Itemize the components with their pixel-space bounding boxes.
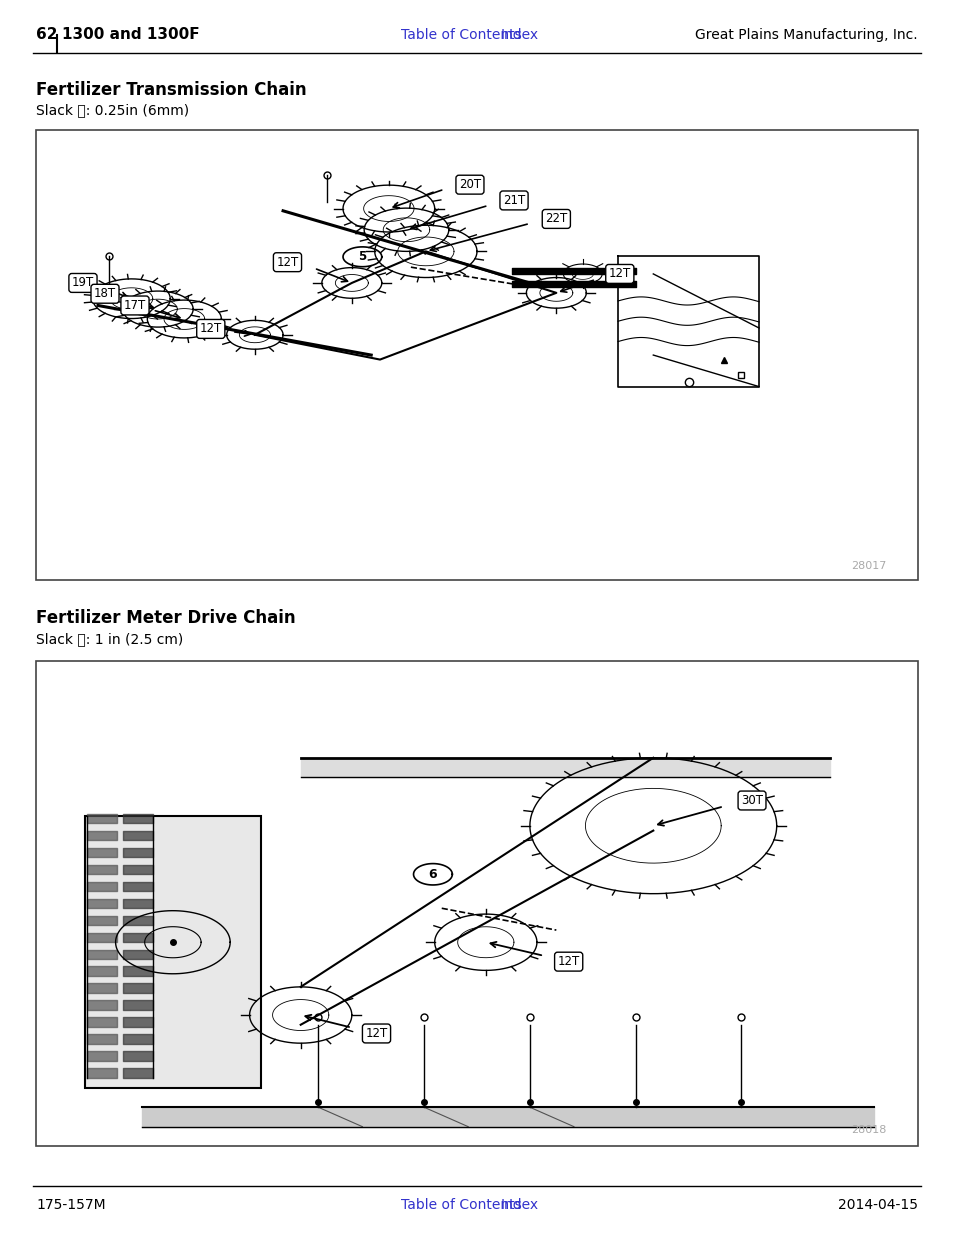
Text: 19T: 19T [71,277,94,289]
Bar [36,661,917,1146]
Text: Great Plains Manufacturing, Inc.: Great Plains Manufacturing, Inc. [695,28,917,42]
Text: 28018: 28018 [851,1125,886,1135]
Text: 17T: 17T [124,299,146,312]
Text: 28017: 28017 [851,561,886,571]
Bar [36,130,917,580]
Text: Index: Index [500,28,538,42]
Text: Fertilizer Transmission Chain: Fertilizer Transmission Chain [36,80,307,99]
Text: 12T: 12T [557,955,579,968]
Text: Table of Contents: Table of Contents [400,28,521,42]
Text: 1300 and 1300F: 1300 and 1300F [62,27,199,42]
Text: 30T: 30T [740,794,762,806]
Text: 20T: 20T [458,178,480,191]
Text: Index: Index [500,1198,538,1212]
Text: 62: 62 [36,27,58,42]
Text: Fertilizer Meter Drive Chain: Fertilizer Meter Drive Chain [36,609,295,627]
Text: Slack ⓤ: 0.25in (6mm): Slack ⓤ: 0.25in (6mm) [36,104,190,117]
Text: 22T: 22T [544,212,567,226]
Text: 21T: 21T [502,194,524,207]
Text: 5: 5 [358,251,366,263]
Text: 12T: 12T [608,268,630,280]
Text: Table of Contents: Table of Contents [400,1198,521,1212]
Text: 12T: 12T [276,256,298,269]
Text: 2014-04-15: 2014-04-15 [837,1198,917,1212]
Text: 12T: 12T [365,1028,387,1040]
Text: Slack ⓥ: 1 in (2.5 cm): Slack ⓥ: 1 in (2.5 cm) [36,632,183,646]
Text: 18T: 18T [93,288,116,300]
Polygon shape [85,816,261,1088]
Text: 175-157M: 175-157M [36,1198,106,1212]
Text: 6: 6 [428,868,436,881]
Text: 12T: 12T [199,322,222,336]
